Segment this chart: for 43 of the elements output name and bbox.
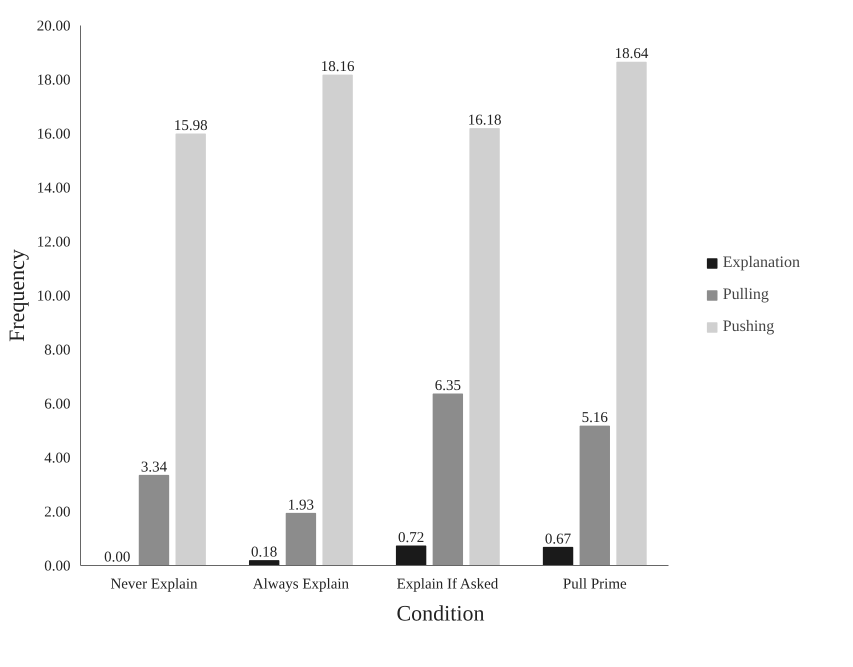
legend-label: Explanation xyxy=(722,254,800,272)
data-label: 1.93 xyxy=(288,497,314,514)
bar xyxy=(542,546,574,566)
data-label: 0.18 xyxy=(251,544,278,561)
bar xyxy=(176,134,206,566)
bar xyxy=(469,128,500,566)
y-tick-label: 4.00 xyxy=(44,450,70,466)
y-tick-label: 16.00 xyxy=(36,126,70,142)
y-tick-label: 0.00 xyxy=(44,558,70,574)
bar xyxy=(616,62,647,566)
data-label: 6.35 xyxy=(434,378,461,394)
data-label: 0.00 xyxy=(104,550,130,566)
bar xyxy=(580,426,610,566)
legend-label: Pulling xyxy=(722,286,769,304)
bar xyxy=(322,74,353,566)
data-label: 5.16 xyxy=(582,410,608,426)
data-label: 16.18 xyxy=(468,112,502,129)
y-tick-label: 8.00 xyxy=(44,342,70,358)
data-label: 18.16 xyxy=(320,59,356,76)
y-tick-label: 18.00 xyxy=(36,72,70,88)
data-label: 0.67 xyxy=(544,531,572,548)
x-tick-label: Never Explain xyxy=(110,576,198,592)
bar xyxy=(432,394,464,566)
legend-label: Pushing xyxy=(722,318,774,336)
data-label: 15.98 xyxy=(174,118,208,134)
bar xyxy=(396,546,426,566)
y-tick-label: 20.00 xyxy=(36,18,70,34)
x-axis-title: Condition xyxy=(396,600,485,626)
y-tick-label: 6.00 xyxy=(44,396,70,412)
y-axis-title: Frequency xyxy=(4,249,29,342)
data-label: 0.72 xyxy=(398,530,424,546)
x-tick-label: Explain If Asked xyxy=(396,576,499,592)
y-tick-label: 2.00 xyxy=(44,504,70,520)
data-label: 18.64 xyxy=(614,46,649,62)
y-tick-label: 14.00 xyxy=(36,180,70,196)
bar xyxy=(248,560,280,566)
x-tick-label: Always Explain xyxy=(252,576,350,592)
bar xyxy=(138,474,170,566)
x-tick-label: Pull Prime xyxy=(562,576,628,592)
bar xyxy=(286,512,316,566)
data-label: 3.34 xyxy=(140,459,168,476)
y-tick-label: 12.00 xyxy=(36,234,70,250)
y-tick-label: 10.00 xyxy=(36,288,70,304)
